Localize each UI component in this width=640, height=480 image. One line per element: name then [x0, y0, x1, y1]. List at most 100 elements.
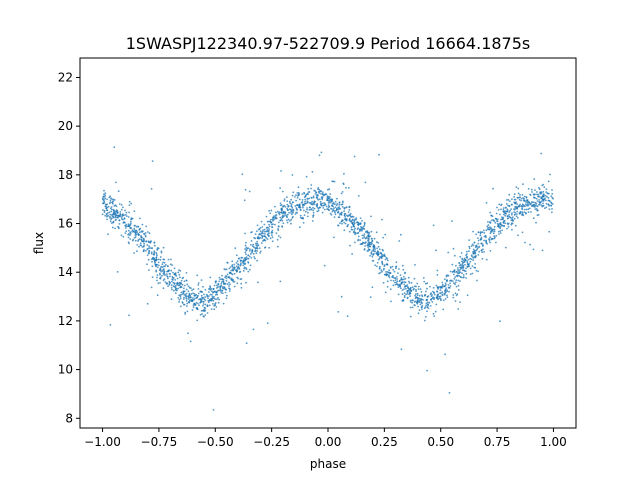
data-point	[296, 196, 299, 199]
data-point	[504, 222, 507, 225]
data-point	[336, 208, 338, 211]
data-point	[245, 256, 248, 258]
data-point	[302, 217, 305, 220]
data-point	[534, 208, 537, 211]
data-point	[493, 230, 496, 233]
data-point	[444, 298, 447, 300]
data-point	[178, 284, 181, 287]
data-point	[517, 234, 519, 237]
data-point	[439, 297, 441, 300]
data-point	[397, 272, 399, 274]
data-point	[302, 206, 304, 209]
data-point	[145, 249, 147, 252]
data-point	[125, 230, 128, 233]
data-point	[536, 209, 539, 212]
data-point	[146, 254, 149, 256]
data-point	[304, 210, 307, 213]
data-point	[137, 240, 140, 242]
data-point	[244, 188, 247, 191]
data-point	[233, 285, 236, 288]
data-point	[234, 247, 237, 250]
data-point	[386, 280, 389, 283]
data-point	[221, 274, 223, 277]
data-point	[457, 308, 460, 310]
data-point	[312, 202, 315, 205]
data-point	[455, 285, 458, 288]
data-point	[106, 198, 108, 201]
data-point	[469, 267, 472, 270]
data-point	[461, 257, 464, 260]
data-point	[242, 260, 245, 263]
data-point	[527, 211, 530, 214]
data-point	[159, 276, 162, 279]
data-point	[384, 273, 387, 276]
data-point	[409, 315, 412, 318]
data-point	[429, 285, 431, 288]
data-point	[331, 203, 334, 205]
data-point	[467, 258, 470, 261]
data-point	[150, 252, 153, 255]
data-point	[290, 203, 293, 206]
data-point	[490, 219, 493, 222]
data-point	[545, 188, 548, 191]
data-point	[251, 248, 254, 251]
data-point	[508, 200, 511, 203]
data-point	[459, 280, 461, 282]
data-point	[534, 201, 537, 204]
data-point	[163, 271, 166, 273]
data-point	[221, 289, 224, 292]
data-point	[500, 208, 502, 211]
data-point	[186, 310, 189, 313]
data-point	[549, 173, 551, 176]
data-point	[281, 190, 284, 193]
data-point	[534, 193, 536, 196]
data-point	[317, 206, 319, 209]
data-point	[180, 279, 183, 282]
data-point	[162, 269, 165, 271]
data-point	[509, 209, 511, 212]
data-point	[301, 199, 304, 201]
data-point	[444, 288, 447, 291]
data-point	[169, 263, 172, 266]
data-point	[114, 216, 117, 218]
data-point	[375, 241, 378, 243]
data-point	[308, 206, 311, 209]
data-point	[393, 270, 396, 273]
data-point	[282, 205, 285, 208]
data-point	[245, 241, 247, 244]
data-point	[357, 195, 360, 197]
data-point	[314, 200, 316, 203]
data-point	[316, 195, 319, 197]
data-point	[476, 279, 478, 282]
data-point	[306, 207, 308, 209]
data-point	[399, 233, 402, 236]
data-point	[345, 218, 348, 220]
data-point	[185, 305, 188, 307]
data-point	[500, 218, 502, 221]
data-point	[487, 226, 490, 229]
data-point	[261, 237, 264, 240]
data-point	[159, 272, 161, 275]
data-point	[194, 297, 196, 300]
data-point	[110, 206, 113, 208]
data-point	[173, 267, 176, 270]
data-point	[441, 285, 444, 287]
data-point	[432, 312, 435, 315]
data-point	[417, 285, 420, 288]
data-point	[348, 186, 350, 189]
data-point	[304, 200, 306, 203]
data-point	[290, 205, 292, 207]
data-point	[523, 200, 526, 202]
data-point	[107, 233, 109, 236]
data-point	[538, 188, 541, 191]
data-point	[124, 209, 126, 212]
data-point	[249, 249, 251, 252]
data-point	[492, 237, 494, 240]
data-point	[516, 210, 519, 213]
data-point	[374, 250, 376, 253]
data-point	[185, 288, 188, 291]
data-point	[262, 232, 264, 235]
data-point	[416, 282, 419, 285]
data-point	[114, 219, 117, 222]
data-point	[327, 188, 329, 191]
